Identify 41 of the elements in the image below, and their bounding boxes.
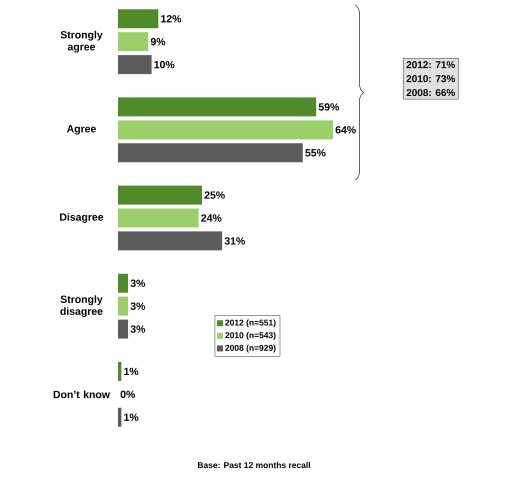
data-label: 3% bbox=[130, 302, 146, 310]
data-label: 59% bbox=[318, 103, 340, 111]
bar bbox=[118, 120, 333, 140]
bar bbox=[118, 231, 222, 250]
data-label: 1% bbox=[124, 414, 138, 421]
text: Base: Past 12 months recall bbox=[198, 462, 310, 468]
y-tick-label: Strongly agree bbox=[60, 30, 103, 53]
bar bbox=[118, 362, 122, 381]
bar bbox=[118, 186, 202, 205]
data-label: 12% bbox=[161, 15, 182, 22]
y-tick-label: Disagree bbox=[60, 213, 104, 223]
data-label: 31% bbox=[224, 237, 245, 245]
text: 2008: 66% bbox=[406, 89, 456, 96]
bar bbox=[118, 55, 152, 74]
bar bbox=[118, 97, 316, 116]
data-label: 9% bbox=[150, 38, 166, 46]
bar bbox=[118, 143, 303, 162]
legend-label: 2012 (n=551) bbox=[225, 319, 276, 328]
bar bbox=[118, 274, 128, 293]
bar bbox=[118, 320, 128, 339]
y-tick-label: Strongly disagree bbox=[60, 295, 103, 318]
data-label: 3% bbox=[130, 325, 146, 333]
data-label: 0% bbox=[120, 390, 136, 398]
data-label: 25% bbox=[204, 191, 225, 199]
y-tick-label: Don’t know bbox=[54, 390, 110, 398]
bar bbox=[118, 208, 199, 228]
data-label: 3% bbox=[130, 280, 146, 287]
data-label: 64% bbox=[336, 126, 356, 134]
data-label: 1% bbox=[124, 368, 138, 376]
bar bbox=[118, 296, 128, 316]
legend-label: 2008 (n=929) bbox=[225, 344, 276, 352]
data-label: 10% bbox=[154, 60, 174, 68]
bar bbox=[118, 408, 122, 427]
text: 2012: 71% bbox=[406, 61, 456, 68]
data-label: 55% bbox=[305, 149, 326, 156]
y-tick-label: Agree bbox=[66, 125, 96, 135]
bar bbox=[118, 32, 148, 52]
text: 2010: 73% bbox=[406, 75, 456, 82]
data-label: 24% bbox=[201, 214, 222, 222]
legend-label: 2010 (n=543) bbox=[225, 332, 276, 340]
bar bbox=[118, 9, 158, 28]
